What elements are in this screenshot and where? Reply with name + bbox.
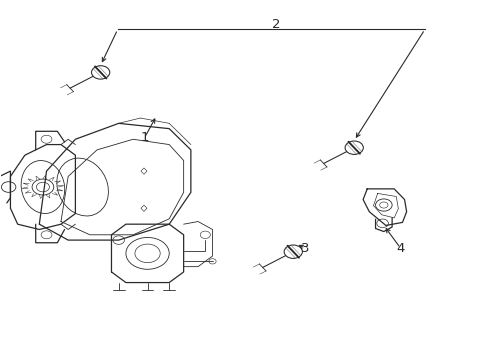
Text: 2: 2 bbox=[271, 18, 280, 31]
Text: 4: 4 bbox=[396, 242, 404, 255]
Text: 3: 3 bbox=[301, 242, 309, 255]
Text: 1: 1 bbox=[140, 131, 148, 144]
